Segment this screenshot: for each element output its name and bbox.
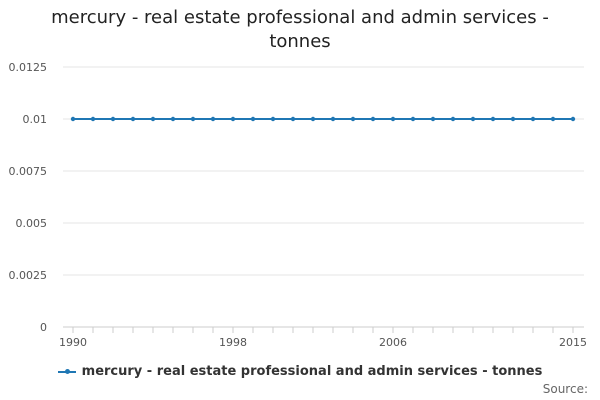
- data-point[interactable]: [130, 116, 136, 122]
- data-point[interactable]: [250, 116, 256, 122]
- data-point[interactable]: [290, 116, 296, 122]
- grid-lines: [63, 66, 584, 328]
- data-point[interactable]: [70, 116, 76, 122]
- y-tick-label: 0.005: [16, 217, 48, 230]
- data-point[interactable]: [310, 116, 316, 122]
- series-layer: [70, 116, 576, 122]
- legend[interactable]: mercury - real estate professional and a…: [0, 364, 600, 379]
- data-point[interactable]: [530, 116, 536, 122]
- x-tick-label: 1998: [219, 336, 247, 349]
- data-point[interactable]: [190, 116, 196, 122]
- legend-line-marker-icon: [57, 368, 76, 374]
- legend-label: mercury - real estate professional and a…: [81, 364, 543, 379]
- data-point[interactable]: [350, 116, 356, 122]
- source-label: Source:: [542, 382, 588, 396]
- data-point[interactable]: [230, 116, 236, 122]
- chart-title: mercury - real estate professional and a…: [51, 7, 549, 52]
- data-point[interactable]: [110, 116, 116, 122]
- data-point[interactable]: [570, 116, 576, 122]
- x-tick-label: 1990: [59, 336, 87, 349]
- data-point[interactable]: [470, 116, 476, 122]
- data-point[interactable]: [510, 116, 516, 122]
- x-tick-label: 2015: [559, 336, 587, 349]
- data-point[interactable]: [390, 116, 396, 122]
- data-point[interactable]: [210, 116, 216, 122]
- y-axis-tick-labels: 0 0.0025 0.005 0.0075 0.01 0.0125: [9, 61, 48, 334]
- y-tick-label: 0.0075: [9, 165, 48, 178]
- data-point[interactable]: [150, 116, 156, 122]
- data-point[interactable]: [90, 116, 96, 122]
- data-point[interactable]: [490, 116, 496, 122]
- data-point[interactable]: [170, 116, 176, 122]
- data-point[interactable]: [270, 116, 276, 122]
- data-point[interactable]: [410, 116, 416, 122]
- y-tick-label: 0: [40, 321, 47, 334]
- data-point[interactable]: [450, 116, 456, 122]
- data-point[interactable]: [430, 116, 436, 122]
- y-tick-label: 0.0125: [9, 61, 48, 74]
- data-point[interactable]: [330, 116, 336, 122]
- data-point[interactable]: [550, 116, 556, 122]
- x-axis: 1990 1998 2006 2015: [59, 327, 587, 349]
- y-tick-label: 0.0025: [9, 269, 48, 282]
- y-tick-label: 0.01: [23, 113, 48, 126]
- data-point[interactable]: [370, 116, 376, 122]
- x-tick-label: 2006: [379, 336, 407, 349]
